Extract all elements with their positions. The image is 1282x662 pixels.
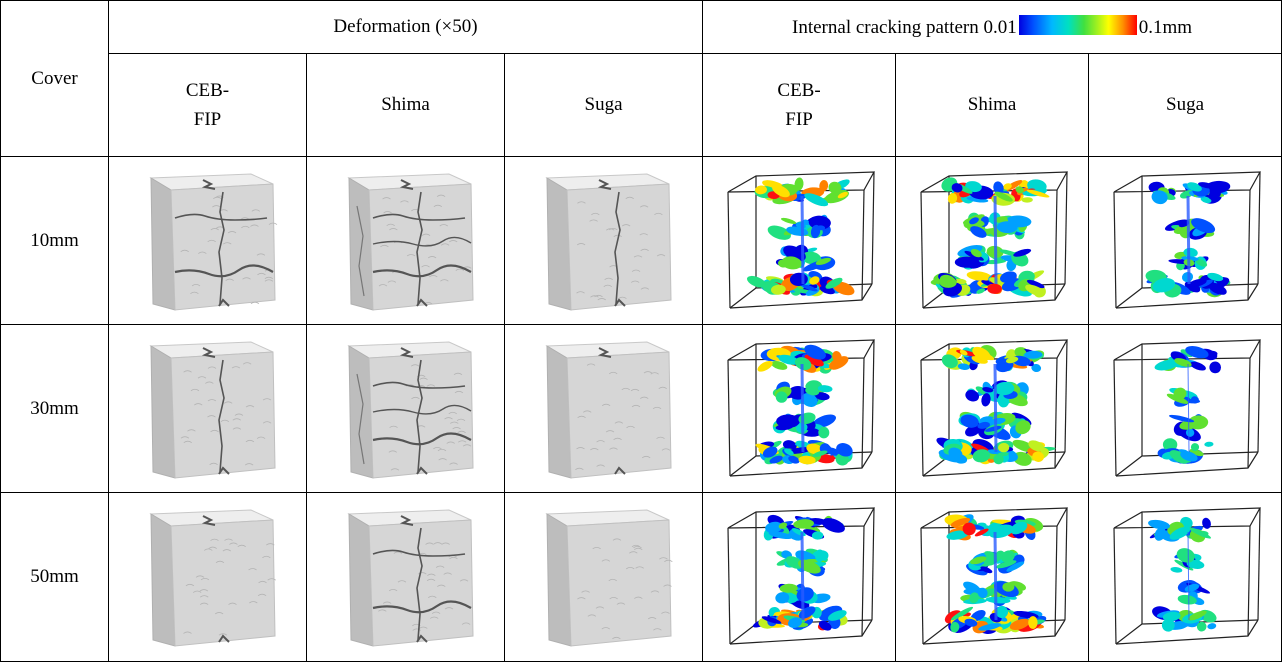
deformation-image: [108, 492, 307, 662]
deformed-cube-image: [346, 340, 474, 479]
cracking-image: [1088, 156, 1282, 325]
deformation-image: [503, 156, 704, 325]
model-header-suga-deformation: Suga: [503, 53, 704, 157]
deformation-image: [306, 324, 505, 493]
deformation-image: [306, 492, 505, 662]
model-label-line1: CEB-: [185, 79, 230, 101]
cracking-pattern-image: [1113, 170, 1262, 309]
cracking-image: [895, 492, 1090, 662]
cover-cell: 10mm: [0, 156, 109, 325]
model-label: Shima: [967, 94, 1017, 116]
cracking-image: [895, 156, 1090, 325]
cover-value: 30mm: [30, 397, 79, 419]
color-scale: Internal cracking pattern 0.01 0.1mm: [792, 13, 1192, 42]
deformed-cube-image: [148, 340, 276, 479]
model-label-line2: FIP: [193, 109, 222, 130]
model-label: Suga: [584, 94, 623, 116]
table-row: 50mm: [0, 492, 1282, 662]
model-label-line1: CEB-: [777, 79, 821, 101]
deformed-cube-image: [346, 509, 474, 647]
model-label: Shima: [381, 94, 430, 116]
cracking-pattern-image: [920, 170, 1069, 309]
model-header-suga-cracking: Suga: [1088, 53, 1282, 157]
cracking-image: [1088, 324, 1282, 493]
deformation-image: [503, 324, 704, 493]
cracking-pattern-image: [920, 507, 1069, 645]
cracking-image: [895, 324, 1090, 493]
cracking-header: Internal cracking pattern 0.01 0.1mm: [702, 0, 1282, 54]
cracking-image: [702, 324, 897, 493]
deformed-cube-image: [148, 509, 276, 647]
cover-cell: 50mm: [0, 492, 109, 662]
model-label: Suga: [1166, 94, 1205, 116]
cracking-image: [1088, 492, 1282, 662]
color-scale-bar: [1018, 15, 1137, 36]
cracking-pattern-image: [727, 507, 876, 645]
model-header-shima-cracking: Shima: [895, 53, 1090, 157]
table-row: 30mm: [0, 324, 1282, 493]
deformed-cube-image: [544, 509, 673, 647]
table-row: 10mm: [0, 156, 1282, 325]
cracking-pattern-image: [727, 338, 876, 477]
cover-cell: 30mm: [0, 324, 109, 493]
cracking-pattern-image: [920, 338, 1069, 477]
cover-header: Cover: [0, 0, 109, 157]
cover-value: 50mm: [30, 566, 79, 588]
model-label-line2: FIP: [785, 109, 813, 130]
deformed-cube-image: [544, 172, 672, 311]
deformation-image: [108, 156, 307, 325]
cracking-image: [702, 492, 897, 662]
cover-value: 10mm: [30, 229, 79, 251]
cracking-header-label: Internal cracking pattern 0.01: [792, 16, 1017, 38]
color-scale-max-label: 0.1mm: [1138, 16, 1193, 38]
cracking-pattern-image: [1113, 338, 1262, 477]
cracking-pattern-image: [1113, 507, 1262, 645]
cracking-pattern-image: [727, 170, 876, 309]
deformed-cube-image: [148, 172, 277, 311]
deformed-cube-image: [346, 172, 474, 311]
model-header-shima-deformation: Shima: [306, 53, 505, 157]
deformation-header: Deformation (×50): [107, 0, 704, 54]
deformation-image: [108, 324, 307, 493]
deformed-cube-image: [544, 340, 672, 479]
model-header-cebfip-deformation: CEB- FIP: [108, 53, 307, 157]
cover-header-label: Cover: [31, 67, 78, 89]
deformation-image: [503, 492, 704, 662]
deformation-header-label: Deformation (×50): [333, 16, 478, 38]
deformation-image: [306, 156, 505, 325]
cracking-image: [702, 156, 897, 325]
model-header-cebfip-cracking: CEB- FIP: [702, 53, 897, 157]
